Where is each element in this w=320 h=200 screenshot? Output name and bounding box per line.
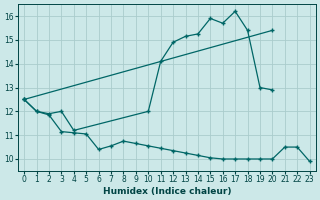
- X-axis label: Humidex (Indice chaleur): Humidex (Indice chaleur): [103, 187, 231, 196]
